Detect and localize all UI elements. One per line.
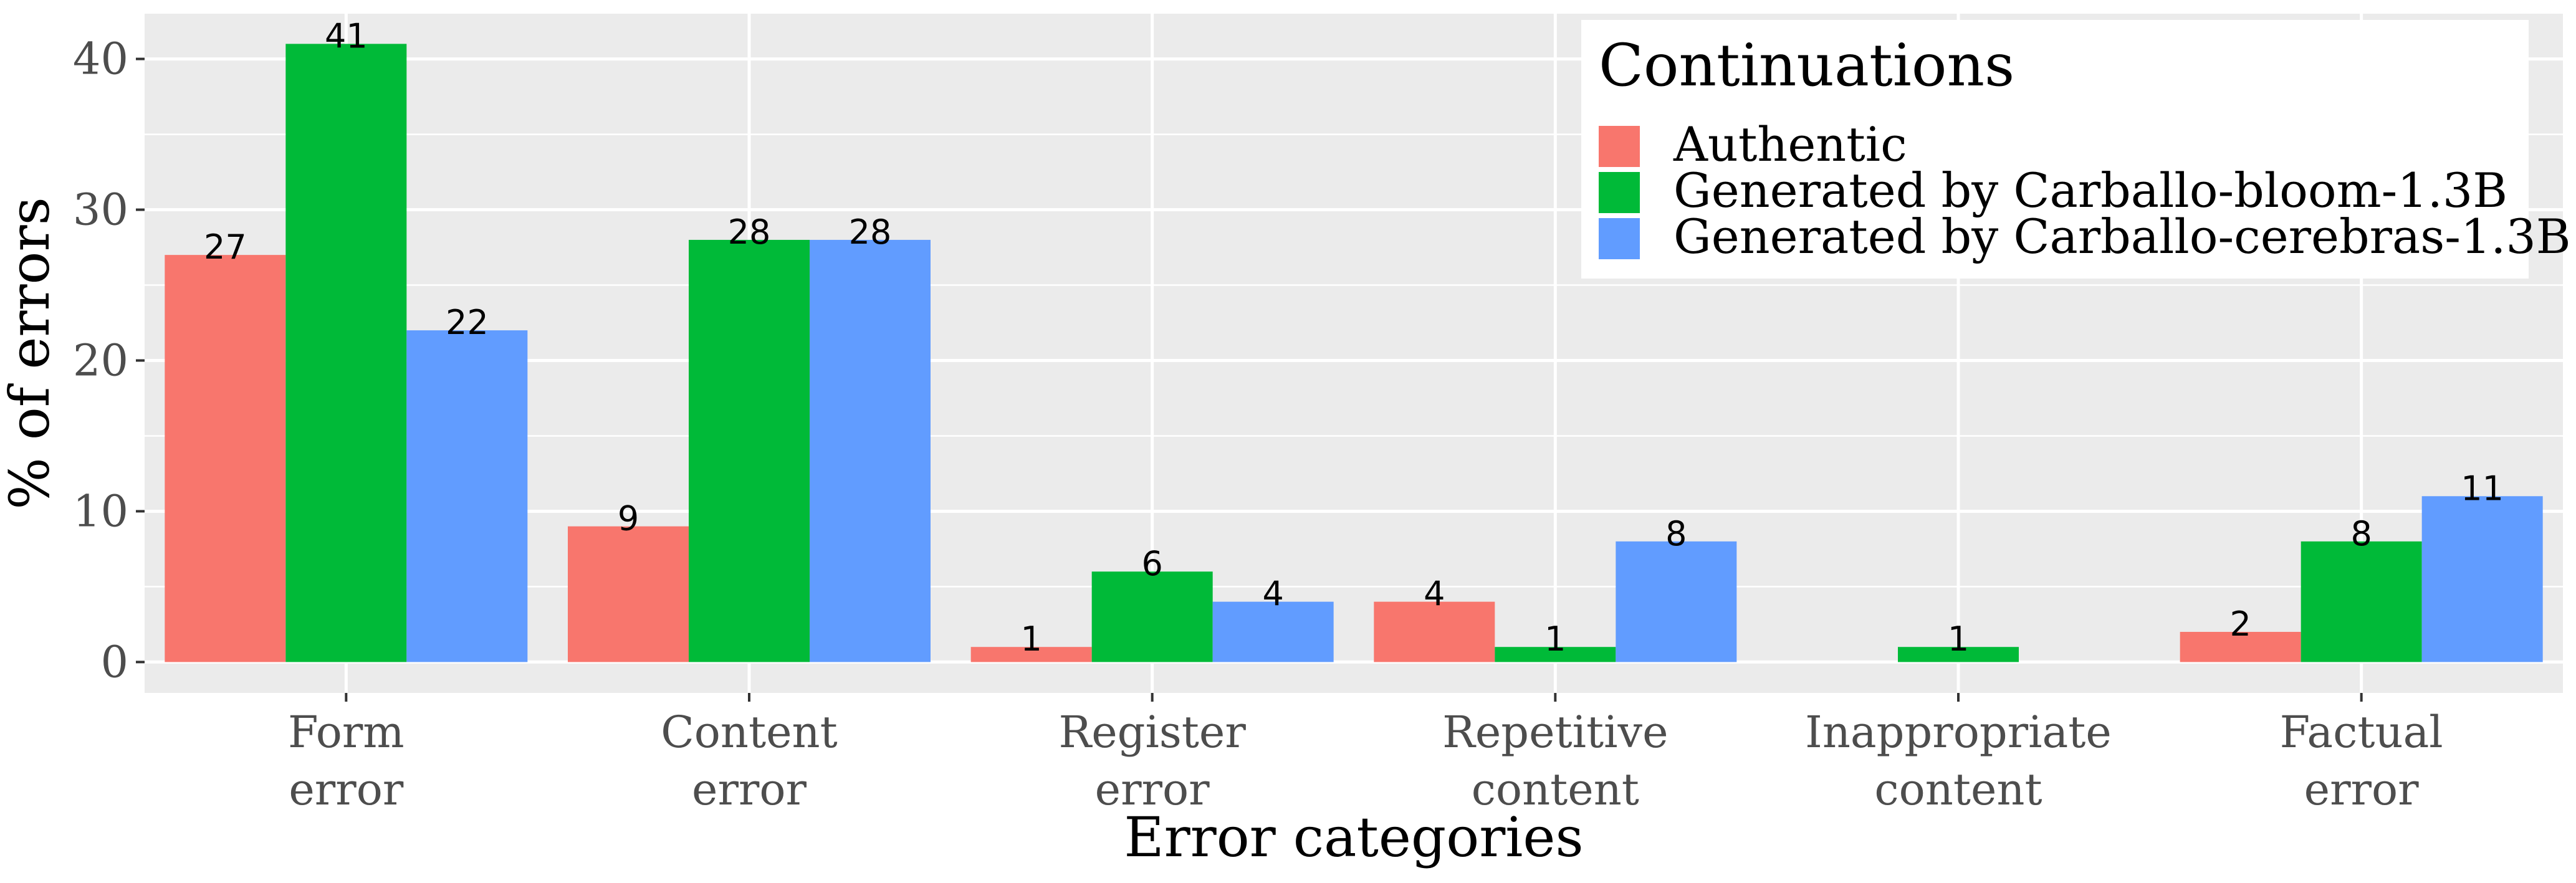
bar-value-label: 28 [728,212,771,252]
x-tick-label: error [289,764,403,815]
axes: 0 10 20 30 40 Form error Content error Register er… [0,34,2443,869]
x-tick-label: content [1472,764,1639,815]
bar [2180,632,2301,662]
bar [568,526,689,662]
y-axis-title: % of errors [0,197,62,510]
bar-value-label: 27 [204,227,247,267]
x-axis-title: Error categories [1124,805,1583,869]
bar [1212,601,1334,662]
bar [970,647,1092,662]
y-tick-label: 40 [73,34,128,85]
bar-value-label: 8 [1665,514,1687,553]
bar [810,239,931,662]
x-tick-label: Factual [2280,707,2443,758]
legend-key [1599,218,1640,259]
y-tick-label: 20 [73,335,128,386]
bar [689,239,810,662]
bar [406,330,528,662]
x-tick-label: content [1874,764,2042,815]
bar-value-label: 4 [1424,575,1445,614]
bar-value-label: 41 [325,16,368,55]
bar-value-label: 22 [446,303,489,342]
bar-value-label: 8 [2350,514,2372,553]
bar-value-label: 1 [1948,619,1969,659]
x-tick-label: Register [1059,707,1247,758]
legend-key [1599,172,1640,213]
legend-title: Continuations [1599,32,2014,100]
bar [1616,541,1737,662]
x-tick-label: error [1095,764,1210,815]
bar-value-label: 6 [1141,544,1162,583]
x-tick-label: Content [661,707,838,758]
bar-value-label: 2 [2229,604,2251,644]
legend-key [1599,126,1640,167]
bar [1091,571,1213,662]
legend-label: Authentic [1673,117,1907,172]
x-tick-label: Form [288,707,405,758]
y-tick-label: 10 [73,485,128,537]
bar-value-label: 28 [849,212,892,252]
bar-value-label: 1 [1020,619,1041,659]
legend-box [1581,20,2529,279]
bar-value-label: 4 [1262,575,1283,614]
legend-label: Generated by Carballo-cerebras-1.3B [1673,209,2571,264]
y-tick-label: 30 [73,184,128,236]
bar [1495,647,1616,662]
bar [1898,647,2019,662]
bar [2301,541,2422,662]
bar-value-label: 11 [2461,469,2504,508]
bar [1374,601,1495,662]
bar [285,44,407,662]
legend-label: Generated by Carballo-bloom-1.3B [1673,163,2507,218]
x-tick-label: Inappropriate [1805,707,2112,758]
x-tick-label: Repetitive [1442,707,1668,758]
bar-value-label: 9 [618,499,639,538]
x-tick-label: error [2304,764,2419,815]
bar [2421,496,2543,662]
x-tick-label: error [692,764,807,815]
bar-value-label: 1 [1544,619,1566,659]
bar [165,255,286,662]
bars [165,44,2543,662]
y-tick-label: 0 [100,636,128,687]
